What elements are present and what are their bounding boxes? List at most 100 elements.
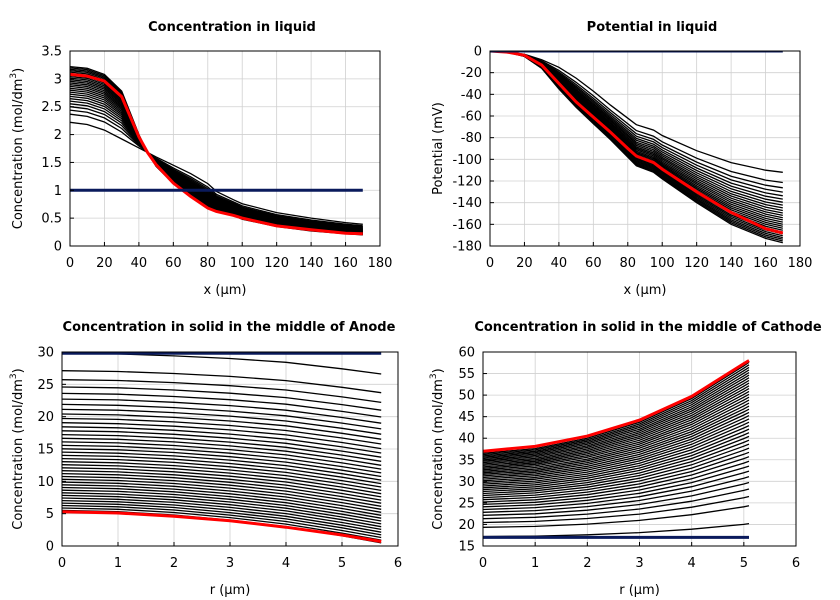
- data-curve: [483, 481, 750, 516]
- y-tick-label: 40: [458, 432, 475, 447]
- x-tick-label: 4: [282, 556, 290, 571]
- highlighted-curve: [490, 51, 784, 235]
- data-curve: [483, 460, 750, 506]
- data-curve: [490, 51, 783, 244]
- data-curve: [62, 422, 382, 450]
- data-curve: [483, 456, 750, 503]
- data-curve: [62, 481, 382, 513]
- curve-group: [62, 352, 382, 544]
- y-tick-label: -60: [461, 110, 482, 125]
- x-tick-label: 160: [333, 256, 358, 271]
- data-curve: [62, 448, 382, 478]
- data-curve: [483, 470, 750, 511]
- data-curve: [483, 411, 750, 480]
- data-curve: [62, 502, 382, 536]
- x-tick-label: 2: [170, 556, 178, 571]
- data-curve: [62, 392, 382, 418]
- y-tick-label: 20: [37, 410, 54, 425]
- data-curve: [62, 441, 382, 470]
- data-curve: [70, 103, 363, 229]
- data-curve: [62, 433, 382, 462]
- x-axis-label: x (µm): [204, 283, 247, 298]
- data-curve: [483, 364, 750, 456]
- data-curve: [62, 417, 382, 445]
- data-curve: [483, 371, 750, 460]
- data-curve: [62, 461, 382, 492]
- x-tick-label: 100: [230, 256, 255, 271]
- data-curve: [483, 374, 750, 461]
- y-tick-label: 5: [46, 507, 54, 522]
- highlighted-curve: [70, 72, 363, 236]
- data-curve: [62, 489, 382, 522]
- data-curve: [483, 393, 750, 471]
- data-curve: [483, 361, 750, 454]
- y-tick-label: 10: [37, 475, 54, 490]
- y-axis-label: Concentration (mol/dm3): [9, 368, 26, 530]
- chart-title: Concentration in solid in the middle of …: [474, 320, 822, 335]
- data-curve: [70, 113, 363, 227]
- y-tick-label: 45: [458, 410, 475, 425]
- data-curve: [483, 415, 750, 482]
- data-curve: [62, 486, 382, 519]
- data-curve: [483, 425, 750, 487]
- data-curve: [483, 421, 750, 485]
- x-tick-label: 0: [479, 556, 487, 571]
- data-curve: [483, 428, 750, 489]
- chart-title: Concentration in liquid: [148, 20, 316, 35]
- data-curve: [62, 454, 382, 485]
- x-tick-label: 20: [96, 256, 113, 271]
- chart-title: Potential in liquid: [587, 20, 718, 35]
- y-axis-label: Potential (mV): [431, 102, 446, 195]
- data-curve: [62, 413, 382, 440]
- data-curve: [70, 121, 363, 225]
- y-tick-label: 1: [54, 184, 62, 199]
- curve-group: [490, 51, 784, 244]
- data-curve: [62, 472, 382, 504]
- data-curve: [62, 403, 382, 430]
- y-tick-label: -160: [452, 218, 482, 233]
- data-curve: [483, 379, 750, 464]
- data-curve: [62, 497, 382, 531]
- x-tick-label: 2: [583, 556, 591, 571]
- data-curve: [62, 457, 382, 488]
- highlighted-curve: [62, 510, 382, 543]
- data-curve: [483, 432, 750, 491]
- data-curve: [62, 379, 382, 404]
- data-curve: [62, 408, 382, 435]
- y-tick-label: 3: [54, 72, 62, 87]
- x-tick-label: 120: [264, 256, 289, 271]
- curve-group: [70, 65, 363, 236]
- chart-panel-2: 0 20 40 60 80 100 120 140 160 180 0 -20 -40 -60 -80 -10…: [431, 20, 813, 298]
- y-tick-label: 0.5: [41, 212, 62, 227]
- y-tick-label: -120: [452, 175, 482, 190]
- data-curve: [483, 388, 750, 468]
- x-tick-label: 60: [585, 256, 602, 271]
- x-tick-label: 5: [740, 556, 748, 571]
- data-curve: [62, 492, 382, 525]
- x-tick-label: 4: [688, 556, 696, 571]
- y-tick-label: 60: [458, 346, 475, 361]
- data-curve: [483, 505, 750, 528]
- data-curve: [490, 51, 783, 193]
- y-tick-label: 15: [458, 540, 475, 555]
- x-tick-label: 40: [551, 256, 568, 271]
- data-curve: [62, 451, 382, 481]
- data-curve: [483, 435, 750, 493]
- y-tick-label: -100: [452, 153, 482, 168]
- data-curve: [483, 405, 750, 477]
- data-curve: [483, 418, 750, 484]
- data-curve: [70, 106, 363, 228]
- highlighted-curve: [483, 359, 750, 453]
- data-curve: [483, 451, 750, 501]
- x-tick-label: 3: [635, 556, 643, 571]
- chart-title: Concentration in solid in the middle of …: [63, 320, 396, 335]
- data-curve: [62, 478, 382, 510]
- x-tick-label: 1: [531, 556, 539, 571]
- x-axis-label: r (µm): [210, 583, 251, 598]
- y-tick-label: 1.5: [41, 156, 62, 171]
- chart-panel-1: 0 20 40 60 80 100 120 140 160 180 0 0.5 1 1.5 2 2.5 3 3.5…: [9, 20, 393, 298]
- plot-frame: [69, 50, 381, 247]
- data-curve: [490, 51, 783, 209]
- data-curve: [483, 385, 750, 467]
